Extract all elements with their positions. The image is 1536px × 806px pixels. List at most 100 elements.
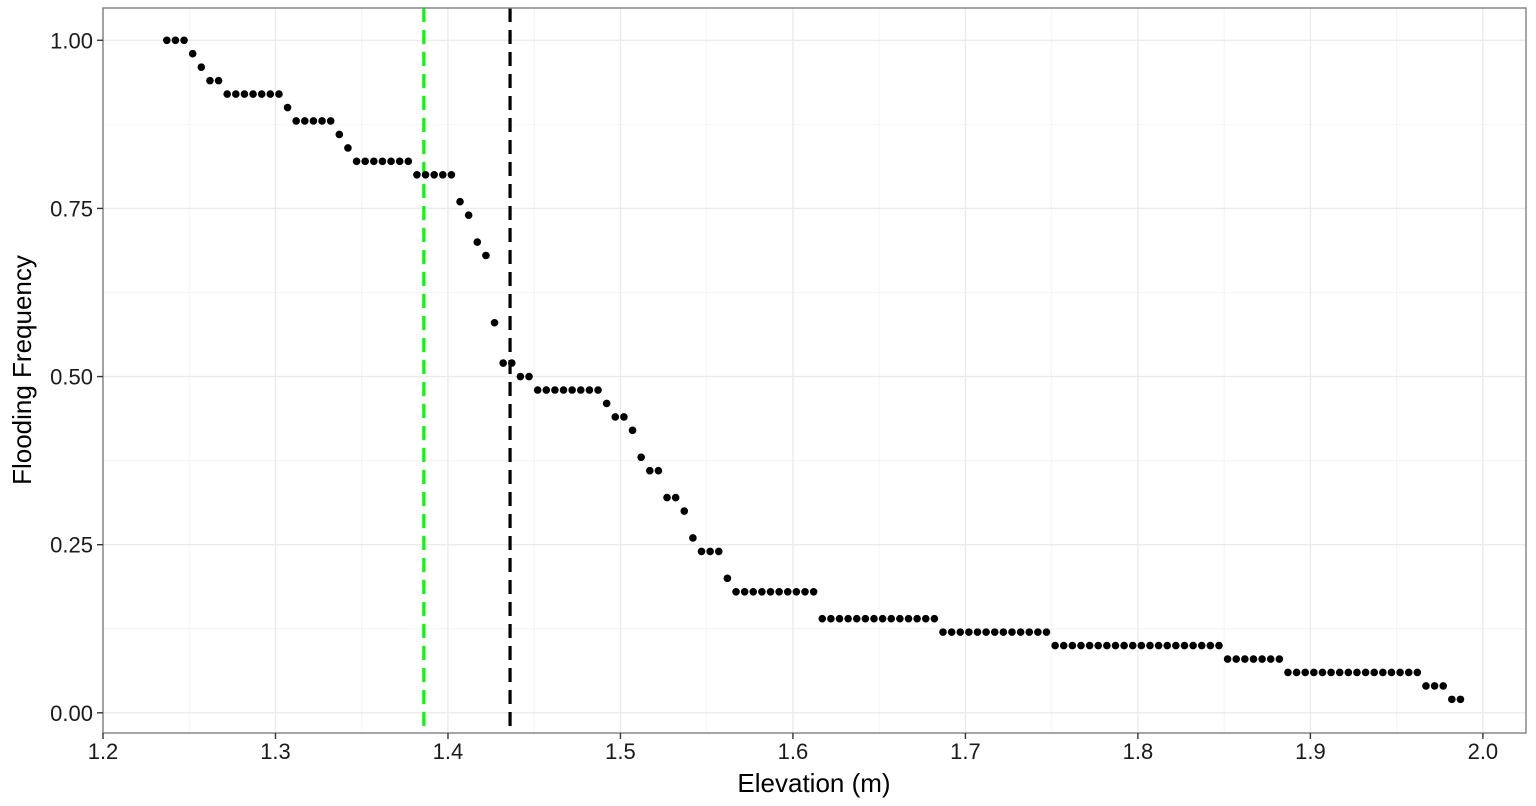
data-point	[1120, 641, 1128, 650]
data-point	[1275, 655, 1284, 663]
data-point	[309, 117, 318, 125]
data-point	[525, 372, 533, 381]
data-point	[1128, 641, 1137, 650]
data-point	[1344, 668, 1353, 677]
data-point	[1034, 628, 1042, 636]
x-tick-label: 1.3	[260, 739, 291, 764]
data-point	[594, 386, 602, 394]
data-point	[352, 157, 361, 166]
data-point	[275, 90, 283, 98]
data-point	[706, 547, 714, 556]
data-point	[1448, 695, 1456, 704]
data-point	[939, 628, 947, 636]
data-point	[1379, 668, 1387, 677]
data-point	[835, 614, 844, 623]
data-point	[344, 144, 352, 152]
data-point	[844, 614, 852, 623]
data-point	[827, 614, 835, 623]
data-point	[749, 587, 758, 596]
data-point	[870, 614, 878, 623]
data-point	[1396, 668, 1404, 677]
data-point	[852, 614, 861, 623]
data-point	[1284, 668, 1292, 677]
data-point	[361, 157, 369, 166]
data-point	[283, 103, 292, 112]
data-point	[473, 238, 482, 246]
data-point	[447, 170, 456, 179]
data-point	[1456, 695, 1465, 704]
data-point	[1068, 641, 1077, 650]
data-point	[818, 614, 827, 623]
data-point	[171, 36, 180, 45]
data-point	[1301, 668, 1310, 677]
data-point	[1163, 641, 1172, 650]
data-point	[1103, 641, 1111, 650]
data-point	[568, 386, 576, 394]
data-point	[301, 117, 309, 125]
data-point	[965, 628, 973, 636]
data-point	[930, 614, 939, 623]
data-point	[559, 386, 568, 394]
axis-ticks: 1.2 1.3 1.4 1.5 1.6 1.7 1.8 1.9 2.0 0.00 0.25 0.50 0…	[50, 28, 1498, 764]
data-point	[421, 170, 430, 179]
data-point	[921, 614, 930, 623]
data-point	[370, 157, 378, 166]
data-point	[697, 547, 706, 556]
data-point	[913, 614, 921, 623]
data-point	[1059, 641, 1068, 650]
data-point	[1051, 641, 1059, 650]
x-tick-label: 1.6	[778, 739, 809, 764]
data-point	[1430, 682, 1439, 690]
data-point	[163, 36, 171, 45]
data-point	[206, 76, 214, 85]
data-point	[947, 628, 956, 636]
data-point	[1137, 641, 1146, 650]
data-point	[956, 628, 965, 636]
data-point	[1292, 668, 1301, 677]
data-point	[1241, 655, 1249, 663]
data-point	[766, 587, 775, 596]
data-point	[1146, 641, 1154, 650]
data-point	[413, 170, 421, 179]
data-point	[197, 63, 206, 71]
x-tick-label: 1.4	[433, 739, 464, 764]
data-point	[783, 587, 792, 596]
data-point	[533, 386, 542, 394]
data-point	[792, 587, 801, 596]
data-point	[680, 507, 689, 515]
data-point	[689, 534, 697, 542]
data-point	[335, 130, 344, 139]
data-point	[542, 386, 551, 394]
data-point	[999, 628, 1008, 636]
data-point	[1008, 628, 1016, 636]
data-point	[188, 49, 197, 58]
plot-panel-border	[102, 7, 1527, 734]
data-point	[430, 170, 438, 179]
data-point	[1249, 655, 1258, 663]
data-point	[982, 628, 990, 636]
data-point	[318, 117, 326, 125]
data-point	[1422, 682, 1430, 690]
data-point	[628, 426, 637, 435]
reference-lines	[422, 8, 512, 733]
y-tick-label: 0.75	[50, 196, 93, 221]
data-point	[249, 90, 257, 98]
y-tick-label: 1.00	[50, 28, 93, 53]
data-point	[464, 211, 473, 219]
y-tick-label: 0.25	[50, 533, 93, 558]
data-point	[1223, 655, 1232, 663]
data-point	[266, 90, 275, 98]
data-point	[1353, 668, 1361, 677]
data-point	[1404, 668, 1413, 677]
data-point	[637, 453, 645, 462]
data-point	[1094, 641, 1103, 650]
data-point	[1180, 641, 1189, 650]
data-point	[1189, 641, 1197, 650]
data-point	[499, 359, 507, 367]
data-point	[1197, 641, 1206, 650]
x-axis-title: Elevation (m)	[737, 768, 890, 798]
data-point	[654, 466, 663, 475]
data-point	[1310, 668, 1318, 677]
x-tick-label: 2.0	[1468, 739, 1499, 764]
